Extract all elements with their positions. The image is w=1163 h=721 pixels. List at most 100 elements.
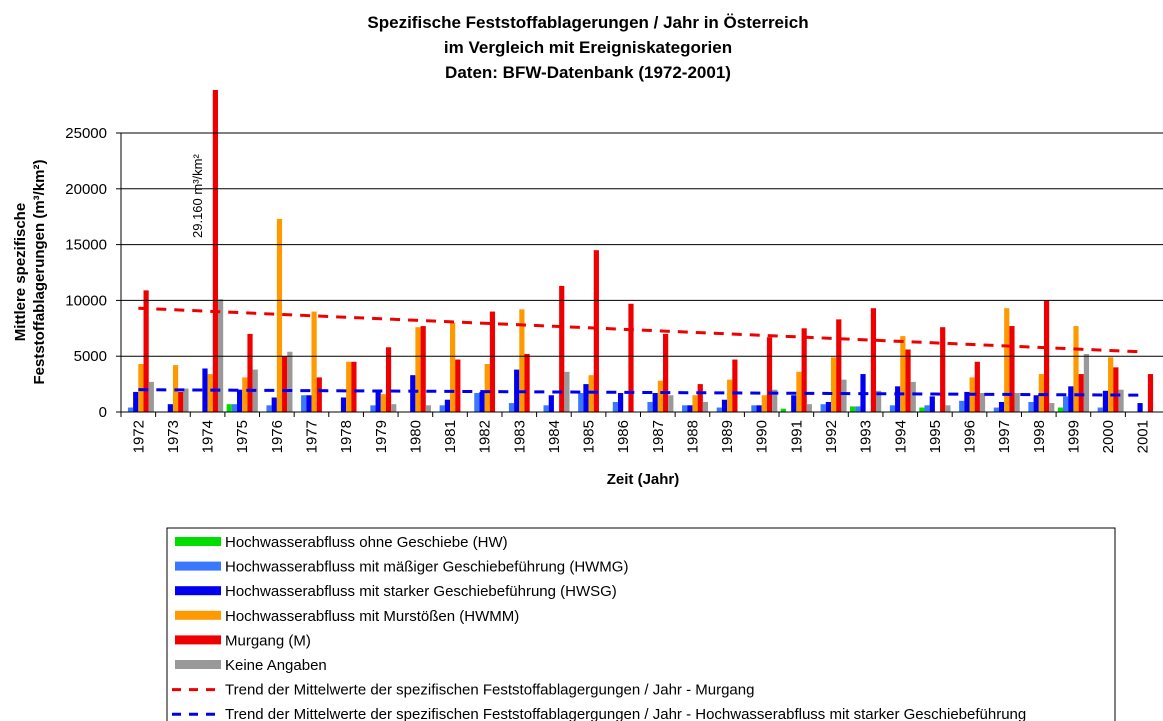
- legend-label: Hochwasserabfluss mit Murstößen (HWMM): [225, 608, 519, 625]
- bar: [148, 381, 154, 412]
- legend-swatch: [175, 635, 221, 645]
- bar: [247, 333, 253, 412]
- bar: [964, 391, 970, 412]
- bar: [276, 218, 283, 412]
- bar: [207, 374, 213, 412]
- bar: [311, 311, 317, 412]
- bar: [593, 250, 599, 412]
- legend-swatch: [175, 610, 221, 620]
- x-tick-label: 1998: [1031, 420, 1048, 453]
- bar: [375, 389, 381, 412]
- bar: [974, 361, 980, 412]
- legend-swatch: [175, 586, 221, 596]
- bar: [346, 361, 352, 412]
- bar: [1033, 395, 1039, 412]
- annotation: 29.160 m³/km²: [190, 154, 205, 238]
- x-tick-label: 1993: [858, 420, 875, 453]
- bar: [1028, 401, 1034, 412]
- bar: [410, 375, 416, 412]
- bar: [217, 299, 224, 412]
- bar: [945, 405, 951, 412]
- bar: [905, 349, 911, 412]
- x-tick-label: 1987: [650, 420, 667, 453]
- legend-label: Hochwasserabfluss ohne Geschiebe (HW): [225, 534, 508, 551]
- bar: [519, 309, 525, 412]
- bar: [439, 405, 445, 412]
- bar: [370, 405, 376, 412]
- bar: [647, 401, 653, 412]
- bar: [143, 290, 149, 412]
- bar: [183, 388, 189, 412]
- bar: [1038, 374, 1044, 412]
- bar: [340, 397, 347, 412]
- bar: [282, 356, 288, 412]
- bar: [474, 393, 480, 412]
- bar: [385, 347, 392, 412]
- x-tick-label: 1983: [511, 420, 528, 453]
- chart-title: Spezifische Feststoffablagerungen / Jahr…: [367, 13, 808, 32]
- bar: [663, 333, 669, 412]
- x-tick-label: 1999: [1065, 420, 1082, 453]
- bar: [929, 396, 935, 412]
- bar: [668, 395, 674, 412]
- bar: [692, 395, 698, 412]
- bar: [855, 406, 861, 412]
- bar: [237, 389, 243, 412]
- bar: [420, 326, 426, 412]
- bar: [612, 401, 618, 412]
- bar: [242, 377, 248, 412]
- bar: [1014, 393, 1020, 412]
- bar: [167, 404, 173, 412]
- bar: [548, 395, 554, 412]
- bar: [796, 371, 802, 412]
- bar: [425, 405, 431, 412]
- bar: [716, 407, 722, 412]
- legend-swatch: [175, 660, 221, 669]
- bar: [212, 90, 218, 412]
- bar: [489, 311, 496, 412]
- bar: [1102, 390, 1109, 412]
- bar: [924, 405, 930, 412]
- bar: [1049, 403, 1055, 412]
- bar: [301, 395, 307, 412]
- bar: [870, 308, 877, 412]
- x-tick-label: 2001: [1135, 420, 1152, 453]
- chart-title: Daten: BFW-Datenbank (1972-2001): [445, 63, 731, 82]
- bar: [727, 379, 733, 412]
- bar: [979, 393, 986, 412]
- bar: [772, 389, 778, 412]
- x-tick-label: 1973: [165, 420, 182, 453]
- bar: [1057, 407, 1064, 412]
- bar: [850, 406, 856, 412]
- legend-swatch: [175, 561, 221, 571]
- bar: [524, 353, 530, 412]
- x-tick-label: 1997: [996, 420, 1013, 453]
- legend-label: Trend der Mittelwerte der spezifischen F…: [225, 706, 1026, 721]
- x-tick-label: 1974: [200, 420, 217, 453]
- bar: [940, 327, 946, 412]
- y-axis-title: Feststoffablagerungen (m³/km²): [31, 159, 48, 384]
- x-tick-label: 1980: [407, 420, 424, 453]
- bar: [543, 405, 549, 412]
- x-tick-label: 1979: [373, 420, 390, 453]
- bar: [1097, 407, 1103, 412]
- y-tick-label: 20000: [65, 181, 107, 198]
- bar: [450, 322, 456, 412]
- bar: [287, 351, 293, 412]
- bar: [919, 407, 925, 412]
- x-tick-label: 1990: [754, 420, 771, 453]
- bar: [1078, 374, 1084, 412]
- legend-box: [166, 527, 1116, 721]
- x-tick-label: 1978: [338, 420, 355, 453]
- x-tick-label: 1972: [130, 420, 147, 453]
- bar: [780, 408, 786, 412]
- bar: [1137, 403, 1143, 412]
- bar: [202, 368, 208, 412]
- chart-title: im Vergleich mit Ereigniskategorien: [444, 38, 732, 57]
- bar: [1113, 367, 1119, 412]
- bar: [617, 393, 624, 412]
- bar: [444, 399, 451, 412]
- bar: [1118, 389, 1124, 412]
- y-tick-label: 25000: [65, 125, 107, 142]
- bar: [127, 407, 134, 412]
